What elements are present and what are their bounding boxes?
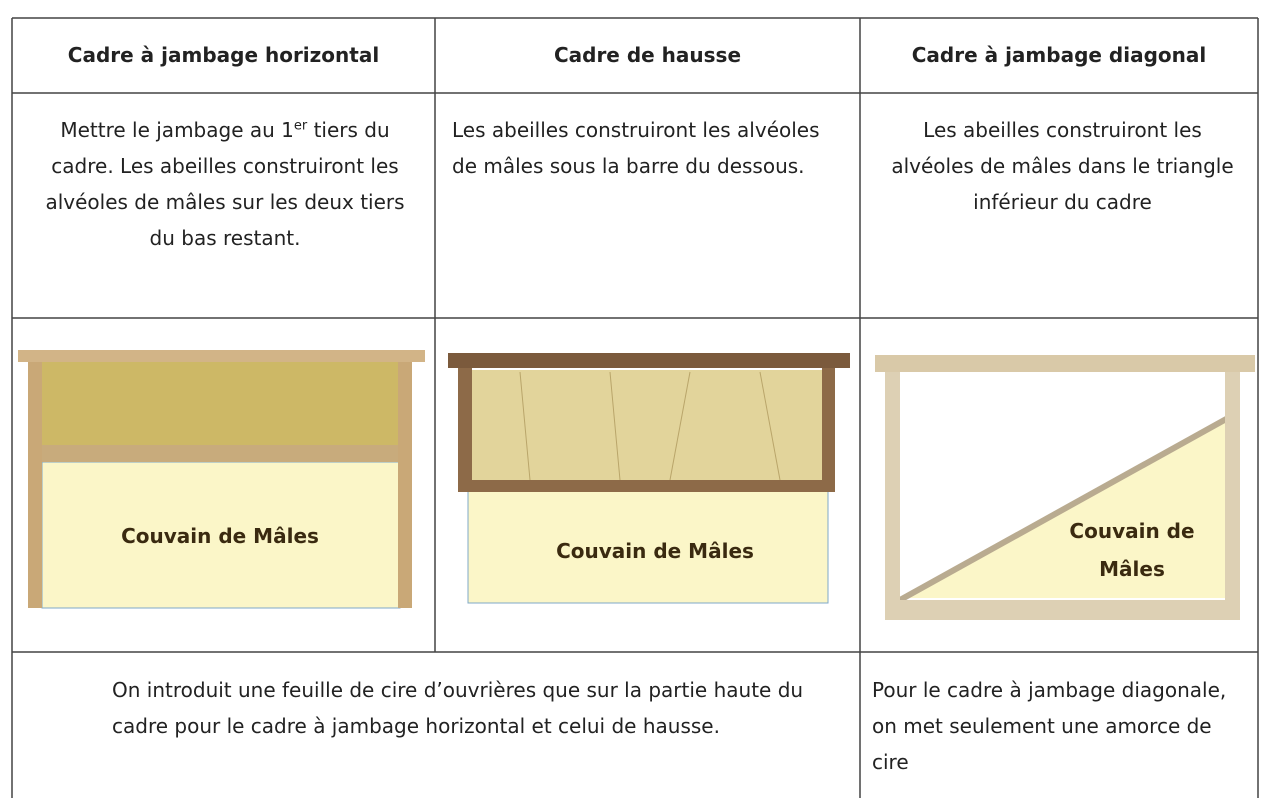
description: Les abeilles construiront les alvéoles d… xyxy=(891,118,1234,214)
description: Mettre le jambage au 1er tiers du cadre.… xyxy=(30,112,420,256)
text: Mettre le jambage au 1 xyxy=(60,118,294,142)
header-cell: Cadre de hausse xyxy=(553,43,742,67)
frame-diagonal xyxy=(875,355,1255,620)
superscript: er xyxy=(293,118,308,134)
note: On introduit une feuille de cire d’ouvri… xyxy=(112,678,804,738)
note: Pour le cadre à jambage diagonale, on me… xyxy=(872,678,1227,774)
header-cell: Cadre à jambage horizontal xyxy=(67,43,380,67)
frame-label: Couvain de Mâles xyxy=(556,539,754,563)
frame-label: Mâles xyxy=(1099,557,1165,581)
description: Les abeilles construiront les alvéoles d… xyxy=(452,118,820,178)
frame-label: Couvain de Mâles xyxy=(121,524,319,548)
frame-hausse xyxy=(448,353,850,604)
text: tiers du cadre. Les abeilles construiron… xyxy=(45,118,405,250)
header-cell: Cadre à jambage diagonal xyxy=(911,43,1207,67)
frame-label: Couvain de xyxy=(1069,519,1194,543)
frame-horizontal xyxy=(18,350,425,609)
